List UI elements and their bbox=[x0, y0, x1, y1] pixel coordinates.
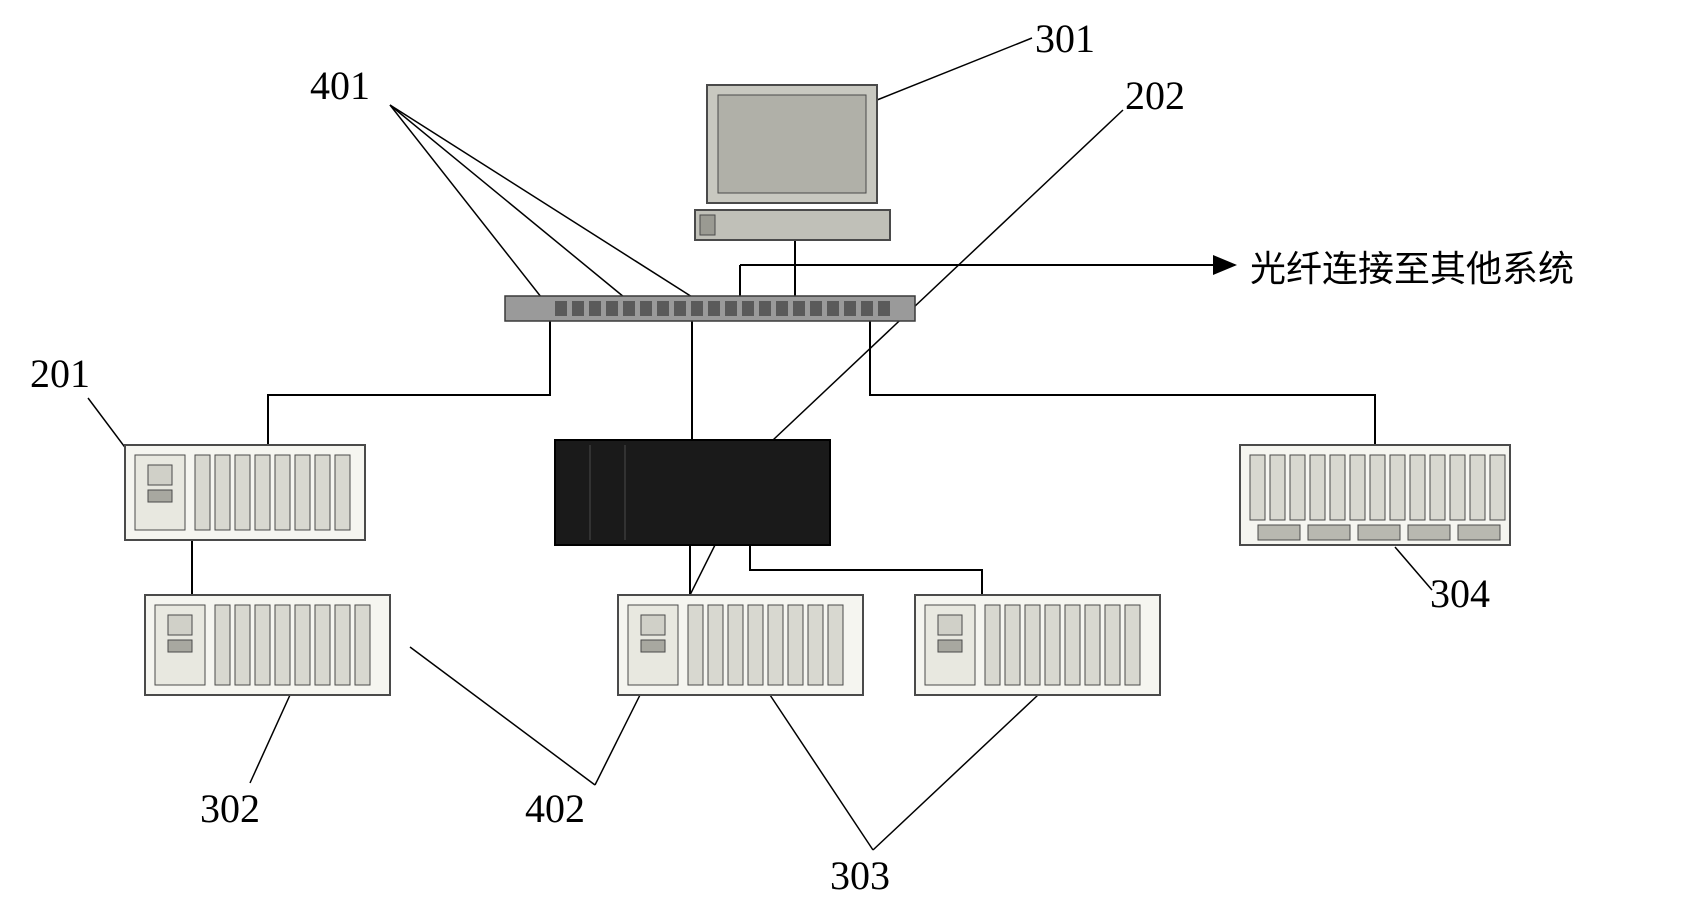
network-diagram: 301 401 202 201 302 402 303 304 光纤连接至其他系… bbox=[0, 0, 1685, 902]
label-402: 402 bbox=[525, 785, 585, 832]
black-box-202 bbox=[555, 440, 830, 545]
label-202: 202 bbox=[1125, 72, 1185, 119]
label-304: 304 bbox=[1430, 570, 1490, 617]
label-401: 401 bbox=[310, 62, 370, 109]
diagram-svg bbox=[0, 0, 1685, 902]
label-301: 301 bbox=[1035, 15, 1095, 62]
plc-304 bbox=[1240, 445, 1510, 545]
plc-302 bbox=[145, 595, 390, 695]
label-303: 303 bbox=[830, 852, 890, 899]
label-201: 201 bbox=[30, 350, 90, 397]
plc-303a bbox=[618, 595, 863, 695]
switch-top bbox=[505, 296, 915, 321]
computer-301 bbox=[695, 85, 890, 240]
label-302: 302 bbox=[200, 785, 260, 832]
plc-303b bbox=[915, 595, 1160, 695]
label-external-text: 光纤连接至其他系统 bbox=[1250, 240, 1574, 292]
plc-201 bbox=[125, 445, 365, 540]
